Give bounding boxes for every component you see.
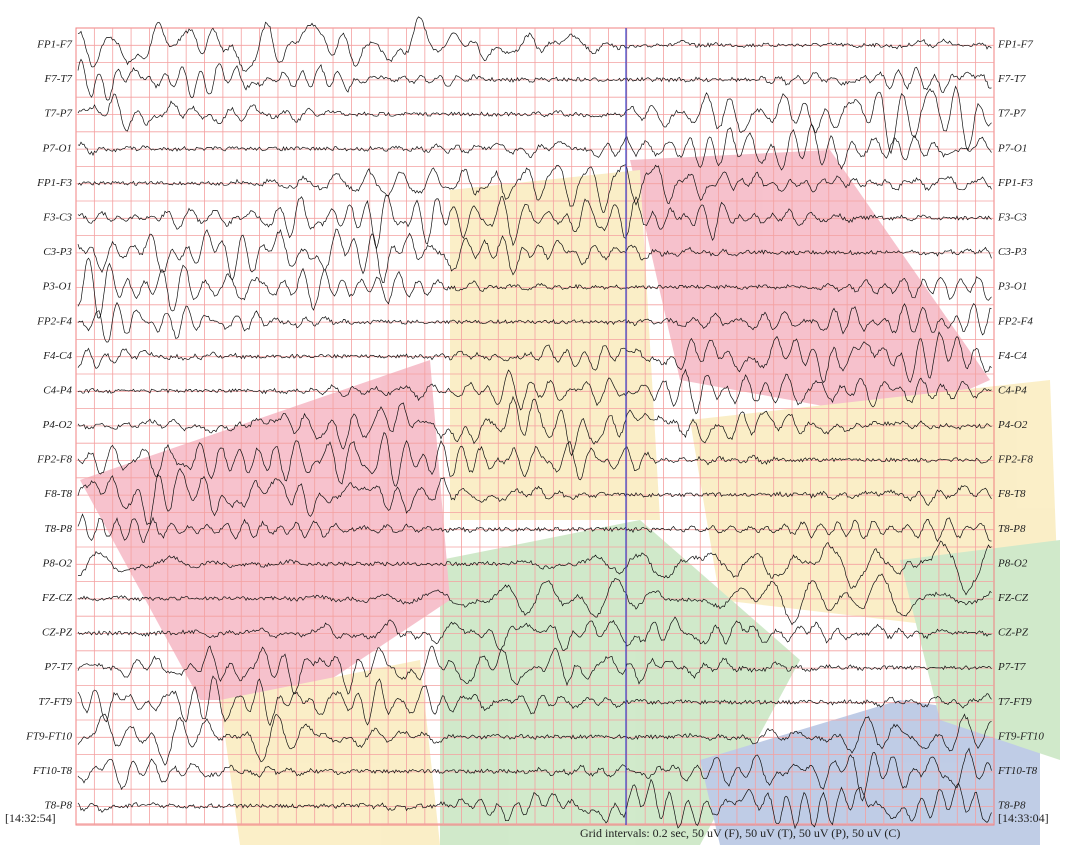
channel-label: F8-T8 — [44, 488, 73, 500]
channel-label: F3-C3 — [42, 211, 72, 223]
channel-label: P8-O2 — [997, 557, 1028, 569]
eeg-trace — [77, 164, 992, 214]
channel-labels: FP1-F7 FP1-F7 F7-T7 F7-T7 T7-P7 T7-P7 P7-O1 P7-… — [25, 39, 1044, 812]
eeg-trace — [77, 713, 992, 766]
channel-label: F4-C4 — [997, 350, 1027, 362]
end-time: [14:33:04] — [998, 811, 1049, 825]
eeg-trace — [77, 58, 992, 101]
channel-label: F7-T7 — [44, 73, 73, 85]
eeg-trace — [77, 301, 992, 343]
eeg-trace — [77, 228, 992, 283]
channel-label: FP1-F3 — [997, 177, 1033, 189]
channel-label: FP2-F4 — [36, 315, 72, 327]
eeg-trace — [77, 257, 992, 319]
channel-label: P3-O1 — [997, 281, 1027, 293]
channel-label: FZ-CZ — [997, 592, 1029, 604]
channel-label: FP1-F3 — [36, 177, 72, 189]
channel-label: T7-FT9 — [38, 696, 72, 708]
channel-label: C4-P4 — [998, 384, 1027, 396]
watermark-shape — [450, 170, 660, 520]
channel-label: P7-O1 — [997, 142, 1027, 154]
channel-label: C4-P4 — [43, 384, 72, 396]
channel-label: C3-P3 — [998, 246, 1027, 258]
channel-label: P4-O2 — [997, 419, 1028, 431]
channel-label: F3-C3 — [997, 211, 1027, 223]
channel-label: P3-O1 — [42, 281, 72, 293]
eeg-trace — [77, 16, 992, 72]
channel-label: FZ-CZ — [41, 592, 73, 604]
eeg-trace — [77, 194, 992, 250]
eeg-trace — [77, 573, 992, 626]
channel-label: T7-P7 — [998, 108, 1026, 120]
channel-label: CZ-PZ — [998, 627, 1029, 639]
eeg-trace — [77, 432, 992, 487]
eeg-trace — [77, 395, 992, 457]
eeg-trace — [78, 540, 992, 596]
eeg-trace — [77, 778, 992, 830]
channel-label: FT10-T8 — [32, 765, 73, 777]
channel-label: P7-T7 — [44, 661, 73, 673]
eeg-trace — [77, 513, 992, 543]
background-watermark — [80, 150, 1060, 845]
channel-label: CZ-PZ — [42, 627, 73, 639]
channel-label: FT9-FT10 — [997, 730, 1044, 742]
channel-label: C3-P3 — [43, 246, 72, 258]
channel-label: FP1-F7 — [997, 39, 1033, 51]
eeg-trace — [77, 675, 992, 727]
channel-label: T8-P8 — [45, 800, 73, 812]
eeg-trace — [77, 85, 992, 155]
channel-label: FP1-F7 — [36, 39, 72, 51]
channel-label: P4-O2 — [42, 419, 73, 431]
channel-label: FT9-FT10 — [25, 730, 72, 742]
channel-label: FP2-F8 — [997, 454, 1033, 466]
eeg-trace — [77, 123, 992, 171]
eeg-trace — [77, 331, 992, 383]
channel-label: T8-P8 — [998, 800, 1026, 812]
watermark-shape — [690, 380, 1060, 640]
eeg-trace — [77, 467, 992, 526]
eeg-trace — [77, 645, 992, 695]
channel-label: P8-O2 — [42, 557, 73, 569]
channel-label: T8-P8 — [45, 523, 73, 535]
eeg-trace — [77, 368, 992, 415]
channel-label: F8-T8 — [997, 488, 1026, 500]
channel-label: P7-T7 — [997, 661, 1026, 673]
channel-label: FP2-F8 — [36, 454, 72, 466]
channel-label: FP2-F4 — [997, 315, 1033, 327]
channel-label: T8-P8 — [998, 523, 1026, 535]
channel-label: F7-T7 — [997, 73, 1026, 85]
channel-label: T7-FT9 — [998, 696, 1032, 708]
traces — [77, 16, 992, 830]
grid-caption: Grid intervals: 0.2 sec, 50 uV (F), 50 u… — [580, 826, 900, 840]
eeg-trace — [77, 747, 992, 802]
channel-label: T7-P7 — [45, 108, 73, 120]
channel-label: P7-O1 — [42, 142, 72, 154]
start-time: [14:32:54] — [5, 811, 56, 825]
channel-label: F4-C4 — [42, 350, 72, 362]
channel-label: FT10-T8 — [997, 765, 1038, 777]
watermark-shape — [440, 520, 800, 845]
watermark-shape — [700, 700, 1040, 845]
eeg-trace — [77, 616, 992, 652]
